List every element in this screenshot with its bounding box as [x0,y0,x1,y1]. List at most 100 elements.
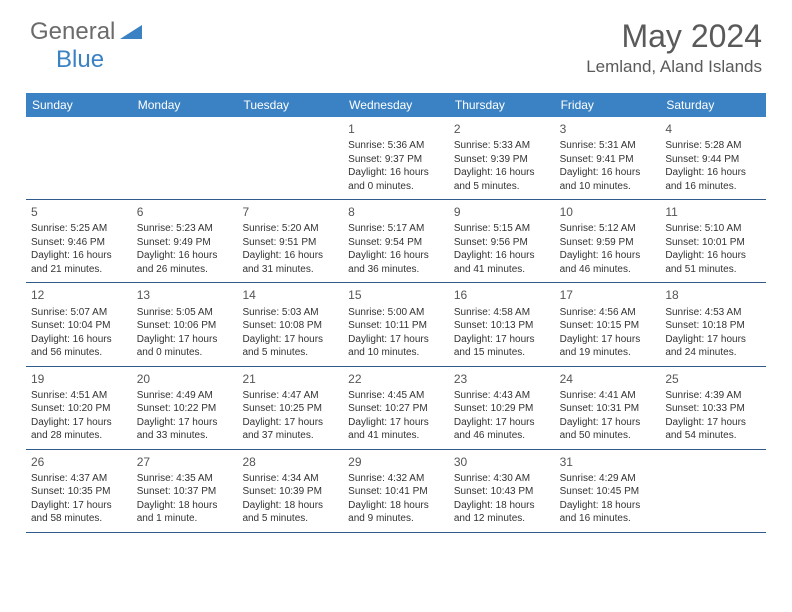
daylight-text: Daylight: 17 hours and 0 minutes. [137,333,233,360]
sunrise-text: Sunrise: 5:00 AM [348,306,444,320]
day-header-tuesday: Tuesday [237,93,343,117]
day-cell: 14Sunrise: 5:03 AMSunset: 10:08 PMDaylig… [237,283,343,365]
sunrise-text: Sunrise: 5:28 AM [665,139,761,153]
daylight-text: Daylight: 18 hours and 12 minutes. [454,499,550,526]
sunrise-text: Sunrise: 5:03 AM [242,306,338,320]
day-number: 30 [454,454,550,470]
sunset-text: Sunset: 9:46 PM [31,236,127,250]
daylight-text: Daylight: 16 hours and 10 minutes. [560,166,656,193]
sunrise-text: Sunrise: 4:49 AM [137,389,233,403]
day-header-sunday: Sunday [26,93,132,117]
day-number: 11 [665,204,761,220]
day-number: 24 [560,371,656,387]
sunset-text: Sunset: 10:11 PM [348,319,444,333]
sunset-text: Sunset: 9:44 PM [665,153,761,167]
sunset-text: Sunset: 9:54 PM [348,236,444,250]
logo: General [30,18,144,46]
day-number: 2 [454,121,550,137]
sunset-text: Sunset: 10:43 PM [454,485,550,499]
day-cell: 25Sunrise: 4:39 AMSunset: 10:33 PMDaylig… [660,367,766,449]
sunset-text: Sunset: 9:49 PM [137,236,233,250]
title-block: May 2024 Lemland, Aland Islands [586,18,762,77]
sunrise-text: Sunrise: 5:31 AM [560,139,656,153]
logo-triangle-icon [120,21,142,44]
sunrise-text: Sunrise: 5:23 AM [137,222,233,236]
daylight-text: Daylight: 18 hours and 9 minutes. [348,499,444,526]
daylight-text: Daylight: 16 hours and 5 minutes. [454,166,550,193]
day-number: 6 [137,204,233,220]
sunset-text: Sunset: 10:37 PM [137,485,233,499]
sunset-text: Sunset: 10:25 PM [242,402,338,416]
sunrise-text: Sunrise: 4:58 AM [454,306,550,320]
sunset-text: Sunset: 10:45 PM [560,485,656,499]
sunrise-text: Sunrise: 4:45 AM [348,389,444,403]
day-cell: 5Sunrise: 5:25 AMSunset: 9:46 PMDaylight… [26,200,132,282]
sunset-text: Sunset: 10:01 PM [665,236,761,250]
daylight-text: Daylight: 18 hours and 1 minute. [137,499,233,526]
sunrise-text: Sunrise: 4:51 AM [31,389,127,403]
sunset-text: Sunset: 9:59 PM [560,236,656,250]
sunset-text: Sunset: 10:31 PM [560,402,656,416]
day-number: 7 [242,204,338,220]
sunset-text: Sunset: 10:06 PM [137,319,233,333]
sunrise-text: Sunrise: 5:10 AM [665,222,761,236]
day-number: 21 [242,371,338,387]
logo-text-general: General [30,18,115,46]
day-cell: 8Sunrise: 5:17 AMSunset: 9:54 PMDaylight… [343,200,449,282]
day-cell: 1Sunrise: 5:36 AMSunset: 9:37 PMDaylight… [343,117,449,199]
sunrise-text: Sunrise: 4:47 AM [242,389,338,403]
week-row: 12Sunrise: 5:07 AMSunset: 10:04 PMDaylig… [26,283,766,366]
daylight-text: Daylight: 16 hours and 41 minutes. [454,249,550,276]
sunrise-text: Sunrise: 4:30 AM [454,472,550,486]
sunset-text: Sunset: 10:41 PM [348,485,444,499]
sunset-text: Sunset: 10:33 PM [665,402,761,416]
sunset-text: Sunset: 10:20 PM [31,402,127,416]
day-number: 4 [665,121,761,137]
day-cell: 27Sunrise: 4:35 AMSunset: 10:37 PMDaylig… [132,450,238,532]
day-cell-empty [26,117,132,199]
day-number: 8 [348,204,444,220]
week-row: 26Sunrise: 4:37 AMSunset: 10:35 PMDaylig… [26,450,766,533]
day-number: 5 [31,204,127,220]
day-cell: 26Sunrise: 4:37 AMSunset: 10:35 PMDaylig… [26,450,132,532]
day-cell: 13Sunrise: 5:05 AMSunset: 10:06 PMDaylig… [132,283,238,365]
sunrise-text: Sunrise: 4:37 AM [31,472,127,486]
day-cell: 28Sunrise: 4:34 AMSunset: 10:39 PMDaylig… [237,450,343,532]
daylight-text: Daylight: 17 hours and 15 minutes. [454,333,550,360]
day-number: 20 [137,371,233,387]
month-title: May 2024 [586,18,762,55]
day-header-friday: Friday [555,93,661,117]
sunrise-text: Sunrise: 5:07 AM [31,306,127,320]
daylight-text: Daylight: 17 hours and 33 minutes. [137,416,233,443]
day-cell-empty [660,450,766,532]
sunset-text: Sunset: 9:56 PM [454,236,550,250]
daylight-text: Daylight: 16 hours and 36 minutes. [348,249,444,276]
daylight-text: Daylight: 16 hours and 51 minutes. [665,249,761,276]
day-number: 25 [665,371,761,387]
daylight-text: Daylight: 17 hours and 41 minutes. [348,416,444,443]
day-cell-empty [132,117,238,199]
daylight-text: Daylight: 17 hours and 24 minutes. [665,333,761,360]
day-number: 31 [560,454,656,470]
day-number: 13 [137,287,233,303]
sunrise-text: Sunrise: 4:41 AM [560,389,656,403]
day-header-thursday: Thursday [449,93,555,117]
sunrise-text: Sunrise: 5:12 AM [560,222,656,236]
sunrise-text: Sunrise: 4:35 AM [137,472,233,486]
daylight-text: Daylight: 16 hours and 46 minutes. [560,249,656,276]
day-header-row: SundayMondayTuesdayWednesdayThursdayFrid… [26,93,766,117]
sunset-text: Sunset: 10:18 PM [665,319,761,333]
sunrise-text: Sunrise: 5:25 AM [31,222,127,236]
day-number: 10 [560,204,656,220]
daylight-text: Daylight: 17 hours and 19 minutes. [560,333,656,360]
sunset-text: Sunset: 10:29 PM [454,402,550,416]
daylight-text: Daylight: 17 hours and 5 minutes. [242,333,338,360]
daylight-text: Daylight: 17 hours and 54 minutes. [665,416,761,443]
day-cell: 31Sunrise: 4:29 AMSunset: 10:45 PMDaylig… [555,450,661,532]
week-row: 5 Sunrise: 5:25 AMSunset: 9:46 PM Daylight… [26,200,766,283]
page-header: General May 2024 Lemland, Aland Islands [0,0,792,83]
daylight-text: Daylight: 18 hours and 5 minutes. [242,499,338,526]
day-number: 28 [242,454,338,470]
day-number: 14 [242,287,338,303]
daylight-text: Daylight: 17 hours and 28 minutes. [31,416,127,443]
